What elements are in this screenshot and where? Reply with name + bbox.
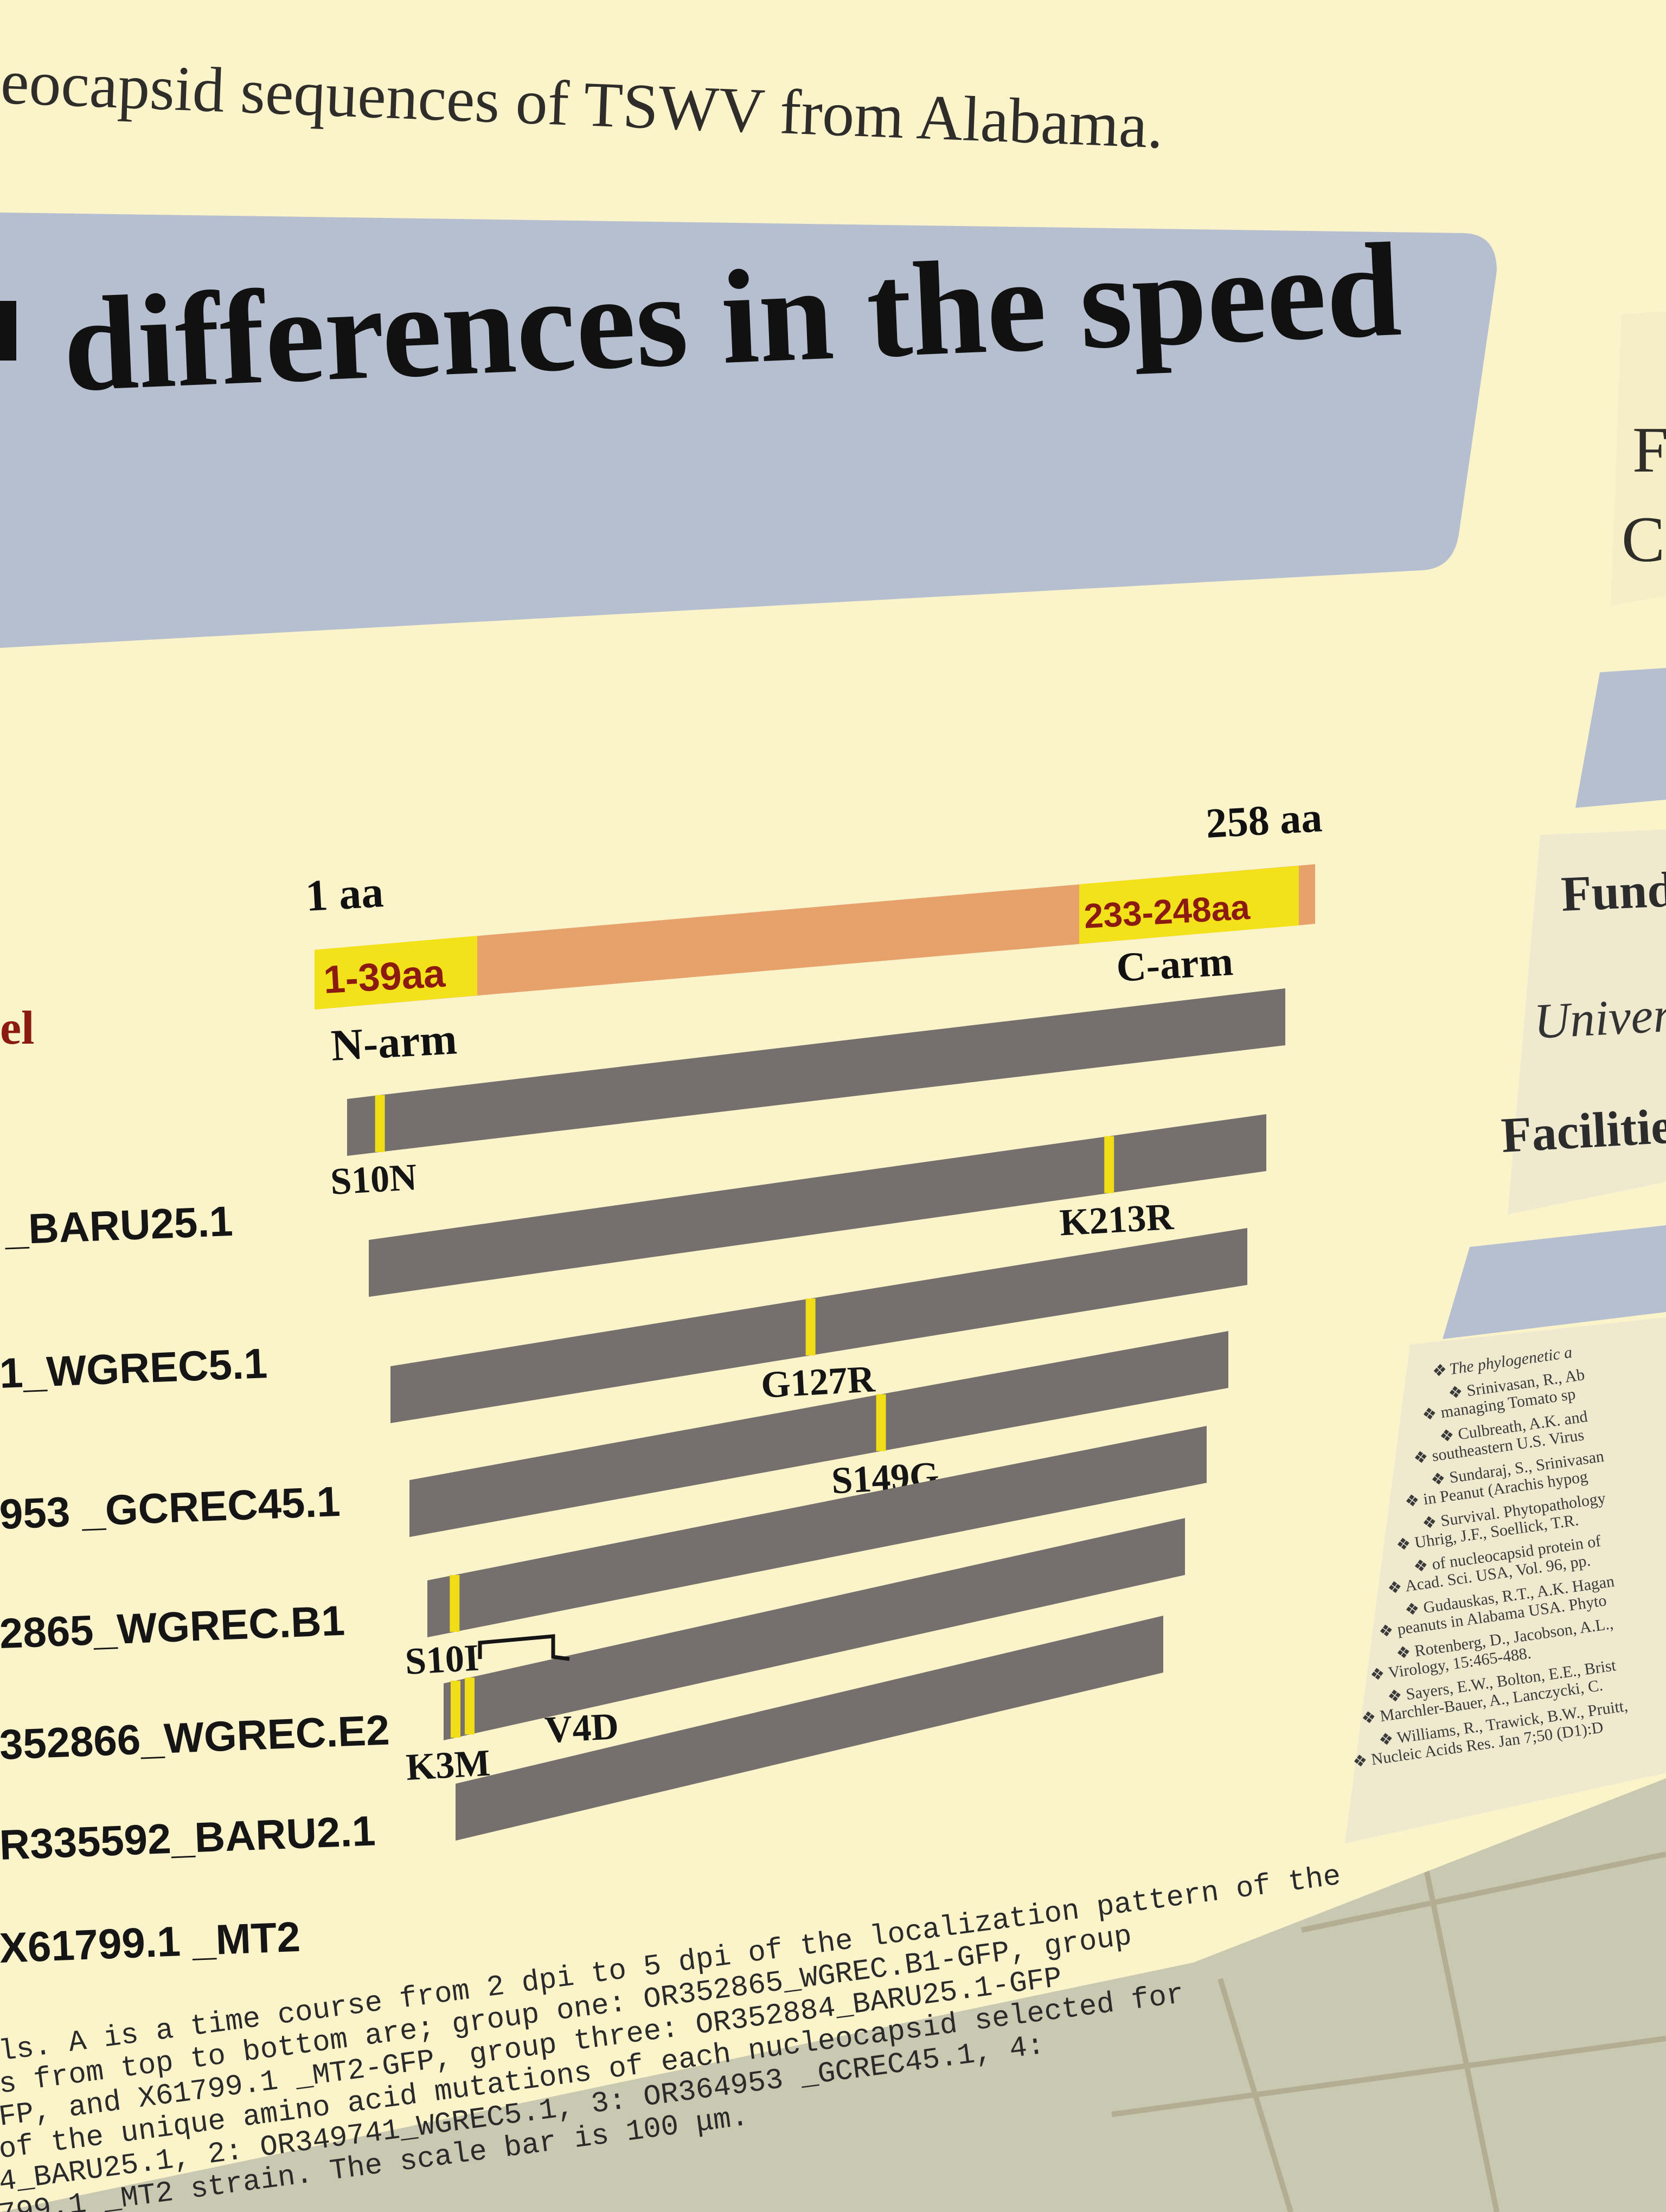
mutation-label: S10N [329, 1156, 418, 1203]
protein-schematic: 1 aa 258 aa 1-39aa 233-248aa N-arm C-arm [304, 793, 1323, 1070]
right-top-letter-2: Ca [1622, 503, 1666, 575]
c-region-highlight [1079, 866, 1299, 944]
strain-bar [456, 1616, 1163, 1841]
protein-bar [315, 864, 1315, 1009]
banner [0, 213, 1497, 648]
mutation-marker [1104, 1136, 1114, 1193]
facilities-label: Facilitie [1500, 1098, 1666, 1163]
right-funding-panel [1508, 829, 1666, 1214]
banner-cut-letter [0, 301, 16, 361]
strain-label: 1_WGREC5.1 [0, 1339, 268, 1397]
mutation-label: K213R [1059, 1196, 1175, 1244]
mutation-label: G127R [760, 1358, 876, 1406]
mutation-marker [876, 1394, 886, 1451]
strain-row: 1_WGREC5.1 K213R [0, 1114, 1266, 1397]
end-aa-label: 258 aa [1204, 793, 1323, 847]
start-aa-label: 1 aa [304, 867, 385, 921]
mutation-label: V4D [544, 1706, 620, 1751]
mutation-marker [451, 1681, 460, 1738]
strain-row: X61799.1 _MT2 [0, 1616, 1163, 1972]
right-blue-panel-1 [1575, 668, 1666, 808]
tile-grout [1111, 1842, 1666, 2212]
strain-bar [390, 1228, 1247, 1423]
funding-label: Fund [1560, 861, 1666, 922]
references-panel [1345, 1317, 1666, 1843]
university-label: Univer [1533, 987, 1666, 1049]
c-arm-label: C-arm [1115, 938, 1234, 991]
strain-label: _BARU25.1 [3, 1197, 234, 1253]
mutation-label: S10I [404, 1637, 480, 1683]
n-region-highlight [315, 936, 477, 1009]
strain-bar [427, 1426, 1207, 1637]
v4d-bracket [478, 1634, 570, 1661]
strain-bar [369, 1114, 1266, 1297]
mutation-marker [465, 1677, 475, 1735]
right-blue-panel-2 [1443, 1225, 1666, 1339]
left-edge-label: el [0, 1002, 35, 1054]
strain-bar [409, 1331, 1228, 1537]
mutation-marker [375, 1095, 385, 1152]
strain-label: X61799.1 _MT2 [0, 1913, 301, 1972]
mutation-marker [805, 1298, 816, 1355]
c-region-label: 233-248aa [1083, 888, 1251, 936]
strain-bar [347, 988, 1285, 1156]
n-arm-label: N-arm [330, 1014, 458, 1070]
strain-bar [444, 1518, 1185, 1740]
strain-row: _BARU25.1 S10N [3, 988, 1285, 1253]
right-top-letter-1: F [1632, 414, 1666, 486]
mutation-marker [450, 1575, 460, 1632]
right-panel-top [1611, 311, 1666, 605]
n-region-label: 1-39aa [322, 952, 446, 1002]
